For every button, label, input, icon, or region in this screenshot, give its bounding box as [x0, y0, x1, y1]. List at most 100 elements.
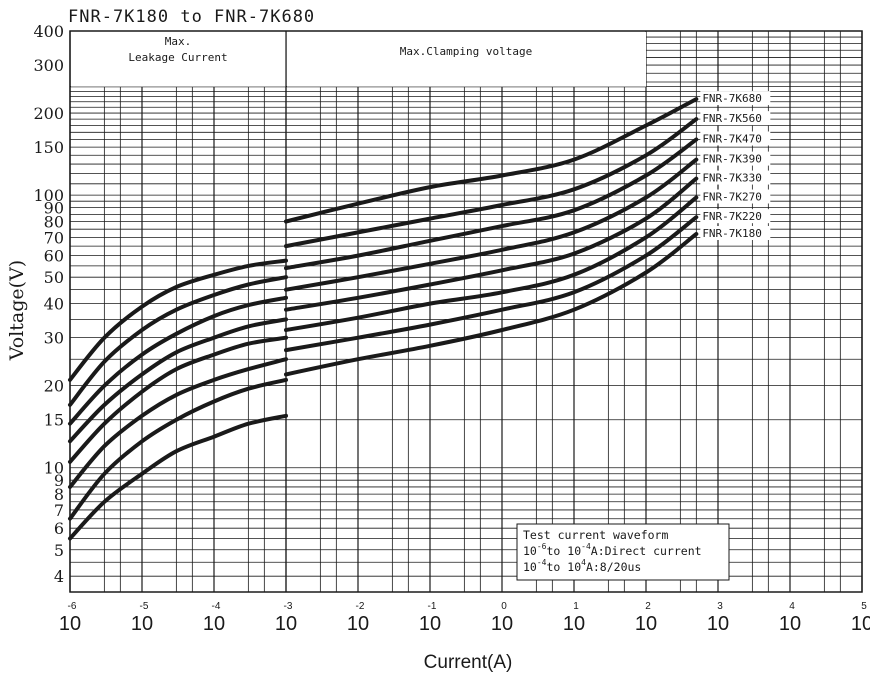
region-headers: Max. Leakage Current Max.Clamping voltage	[70, 31, 646, 592]
curve-fnr-7k680-leakage	[68, 258, 288, 382]
leakage-region-label: Leakage Current	[128, 51, 227, 64]
x-tick-base: 10	[563, 613, 585, 635]
x-axis-label: Current(A)	[424, 652, 513, 673]
x-tick: 10-5	[131, 601, 153, 635]
clamping-region-label: Max.Clamping voltage	[400, 45, 532, 58]
series-label-bg	[700, 131, 771, 146]
y-tick-label: 30	[44, 329, 64, 348]
y-tick-label: 150	[33, 138, 64, 157]
series-curves	[68, 97, 699, 541]
x-tick: 105	[851, 601, 870, 635]
x-tick: 10-4	[203, 601, 225, 635]
x-tick: 10-3	[275, 601, 297, 635]
series-label-fnr-7k330: FNR-7K330	[702, 172, 762, 185]
x-tick-base: 10	[275, 613, 297, 635]
curve-fnr-7k680-clamping	[284, 97, 699, 224]
y-tick-label: 70	[44, 228, 64, 247]
curve-fnr-7k270-leakage	[68, 357, 288, 489]
y-tick-label: 6	[54, 519, 64, 538]
curve-fnr-7k560-leakage	[68, 275, 288, 407]
curve-fnr-7k330-leakage	[68, 335, 288, 464]
y-tick-label: 100	[33, 186, 64, 205]
x-tick-exponent: 3	[717, 601, 723, 612]
y-tick-label: 50	[44, 268, 64, 287]
curve-fnr-7k330-clamping	[284, 176, 699, 312]
x-tick-base: 10	[131, 613, 153, 635]
x-tick-exponent: -3	[284, 601, 293, 612]
x-tick: 10-6	[59, 601, 81, 635]
y-tick-label: 60	[44, 247, 64, 266]
curve-fnr-7k390-leakage	[68, 317, 288, 444]
x-tick-exponent: -6	[68, 601, 77, 612]
x-tick-exponent: 4	[789, 601, 795, 612]
note-line-2: 10-6to 10-4A:Direct current	[523, 542, 702, 558]
x-tick-base: 10	[491, 613, 513, 635]
series-label-fnr-7k180: FNR-7K180	[702, 227, 762, 240]
y-tick-label: 4	[54, 567, 64, 586]
series-label-fnr-7k270: FNR-7K270	[702, 191, 762, 204]
series-label-fnr-7k220: FNR-7K220	[702, 210, 762, 223]
x-tick: 100	[491, 601, 513, 635]
y-tick-label: 40	[44, 295, 64, 314]
y-tick-label: 20	[44, 377, 64, 396]
curve-fnr-7k270-clamping	[284, 195, 699, 332]
y-tick-label: 7	[54, 501, 64, 520]
curve-fnr-7k560-clamping	[284, 117, 699, 249]
x-tick-exponent: 2	[645, 601, 651, 612]
x-tick-exponent: -2	[356, 601, 365, 612]
x-tick-exponent: 0	[501, 601, 507, 612]
y-tick-label: 400	[33, 22, 64, 41]
x-tick-base: 10	[59, 613, 81, 635]
chart-title: FNR-7K180 to FNR-7K680	[68, 7, 315, 27]
x-tick-exponent: -4	[212, 601, 221, 612]
curve-fnr-7k220-clamping	[284, 215, 699, 353]
x-tick-base: 10	[347, 613, 369, 635]
y-tick-label: 8	[54, 485, 64, 504]
curve-fnr-7k470-leakage	[68, 295, 288, 426]
y-tick-label: 200	[33, 104, 64, 123]
y-tick-label: 10	[44, 459, 64, 478]
y-tick-label: 5	[54, 541, 64, 560]
x-tick-exponent: -5	[140, 601, 149, 612]
series-label-bg	[700, 151, 771, 166]
x-tick: 101	[563, 601, 585, 635]
leakage-region-label: Max.	[165, 35, 192, 48]
x-tick-base: 10	[779, 613, 801, 635]
series-label-bg	[700, 91, 771, 106]
region-bg	[287, 32, 646, 87]
x-tick-base: 10	[707, 613, 729, 635]
region-bg	[71, 32, 286, 87]
curve-fnr-7k180-clamping	[284, 232, 699, 377]
x-tick-base: 10	[851, 613, 870, 635]
series-labels: FNR-7K680 FNR-7K560 FNR-7K470 FNR-7K390 FNR-…	[700, 91, 771, 241]
plot-frame	[69, 30, 863, 593]
x-tick: 102	[635, 601, 657, 635]
x-tick: 103	[707, 601, 729, 635]
curve-fnr-7k180-leakage	[68, 413, 288, 541]
y-tick-label: 15	[44, 411, 64, 430]
x-tick-exponent: 5	[861, 601, 867, 612]
series-label-bg	[700, 209, 771, 224]
x-tick-base: 10	[419, 613, 441, 635]
x-axis-ticks: 10-610-510-410-310-210-11001011021031041…	[59, 601, 870, 635]
y-tick-label: 9	[54, 471, 64, 490]
series-label-bg	[700, 189, 771, 204]
x-tick: 104	[779, 601, 801, 635]
note-line-1: Test current waveform	[523, 528, 668, 542]
series-label-bg	[700, 226, 771, 241]
x-tick-base: 10	[635, 613, 657, 635]
curve-fnr-7k390-clamping	[284, 157, 699, 292]
series-label-fnr-7k470: FNR-7K470	[702, 132, 762, 145]
x-tick-exponent: -1	[428, 601, 437, 612]
y-tick-label: 90	[44, 199, 64, 218]
series-label-fnr-7k560: FNR-7K560	[702, 112, 762, 125]
y-tick-label: 80	[44, 213, 64, 232]
curve-fnr-7k220-leakage	[68, 377, 288, 521]
x-tick: 10-2	[347, 601, 369, 635]
x-tick-base: 10	[203, 613, 225, 635]
y-tick-label: 300	[33, 56, 64, 75]
x-tick-exponent: 1	[573, 601, 579, 612]
